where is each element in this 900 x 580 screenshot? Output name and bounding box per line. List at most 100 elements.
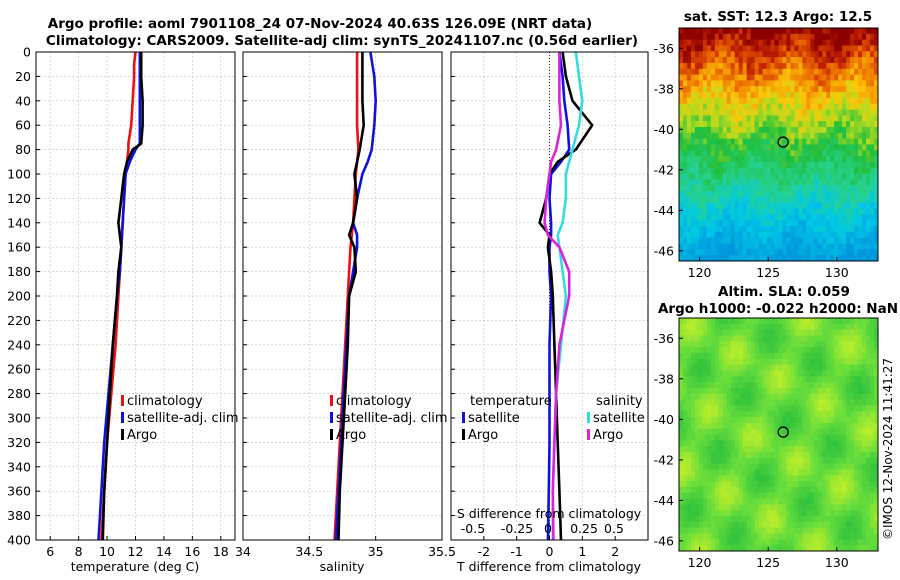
map-cell [754, 481, 759, 488]
map-cell [846, 329, 851, 336]
map-cell [738, 486, 744, 494]
map-cell [874, 231, 879, 239]
map-cell [762, 504, 767, 511]
map-cell [714, 237, 720, 244]
map-cell [834, 45, 839, 52]
map-cell [754, 417, 759, 424]
map-cell [750, 376, 756, 383]
map-cell [766, 231, 771, 239]
map-cell [786, 417, 791, 424]
legend-swatch [587, 412, 590, 423]
map-cell [846, 504, 851, 511]
map-cell [730, 121, 736, 128]
map-cell [778, 226, 783, 233]
map-cell [838, 144, 843, 151]
map-cell [826, 335, 831, 342]
map-cell [762, 127, 767, 134]
map-cell [846, 202, 851, 209]
map-cell [726, 393, 732, 400]
map-cell [722, 516, 728, 523]
map-cell [814, 74, 819, 81]
map-cell [870, 57, 875, 64]
map-cell [830, 451, 835, 459]
map-cell [778, 475, 783, 482]
map-cell [762, 179, 767, 186]
map-cell [702, 127, 708, 134]
map-cell [874, 109, 879, 116]
map-cell [742, 545, 748, 552]
map-cell [770, 39, 775, 46]
legend-swatch [587, 429, 590, 440]
map-cell [690, 405, 696, 412]
map-cell [778, 486, 783, 494]
map-cell [854, 411, 859, 418]
map-cell [679, 74, 684, 81]
map-cell [698, 62, 704, 70]
map-cell [818, 539, 823, 546]
map-cell [706, 86, 712, 93]
map-cell [746, 185, 752, 192]
map-cell [686, 226, 692, 233]
map-cell [870, 68, 875, 76]
map-cell [778, 387, 783, 395]
map-cell [718, 62, 724, 70]
map-cell [734, 80, 740, 87]
map-cell [786, 237, 791, 244]
map-cell [766, 57, 771, 64]
map-cell [706, 545, 712, 552]
map-cell [778, 80, 783, 87]
map-cell [758, 45, 763, 52]
map-cell [838, 132, 843, 140]
map-cell [694, 196, 700, 204]
map-cell [686, 457, 692, 465]
map-cell [758, 214, 763, 221]
x-tick-label: 34 [235, 544, 251, 559]
map-cell [714, 492, 720, 499]
map-cell [722, 202, 728, 209]
map-cell [846, 237, 851, 244]
map-cell [854, 481, 859, 488]
map-cell [754, 358, 759, 365]
map-cell [710, 243, 716, 250]
map-cell [854, 109, 859, 116]
map-cell [770, 28, 775, 35]
map-cell [858, 92, 863, 99]
map-cell [690, 121, 696, 128]
map-cell [802, 191, 807, 198]
map-cell [679, 475, 684, 482]
map-cell [818, 335, 823, 342]
map-cell [858, 62, 863, 70]
map-cell [750, 498, 756, 505]
map-cell [782, 516, 787, 523]
map-cell [698, 393, 704, 400]
map-cell [766, 208, 771, 215]
map-cell [850, 440, 855, 447]
map-cell [790, 39, 795, 46]
map-cell [690, 138, 696, 145]
map-cell [842, 539, 847, 546]
map-cell [770, 231, 775, 239]
map-cell [790, 481, 795, 488]
map-cell [750, 329, 756, 336]
map-cell [834, 33, 839, 41]
map-cell [814, 57, 819, 64]
map-cell [846, 243, 851, 250]
map-cell [778, 382, 783, 389]
map-cell [830, 127, 835, 134]
map-cell [770, 255, 775, 262]
map-y-tick-label: -38 [654, 371, 674, 386]
map-cell [726, 57, 732, 64]
map-cell [870, 329, 875, 336]
map-cell [686, 167, 692, 175]
map-cell [818, 370, 823, 377]
map-cell [718, 132, 724, 140]
map-cell [830, 428, 835, 435]
map-cell [802, 516, 807, 523]
map-cell [846, 428, 851, 435]
map-cell [806, 161, 811, 169]
legend-label: climatology [127, 394, 203, 409]
map-cell [782, 80, 787, 87]
map-cell [810, 370, 815, 377]
map-cell [682, 173, 688, 180]
map-cell [782, 57, 787, 64]
